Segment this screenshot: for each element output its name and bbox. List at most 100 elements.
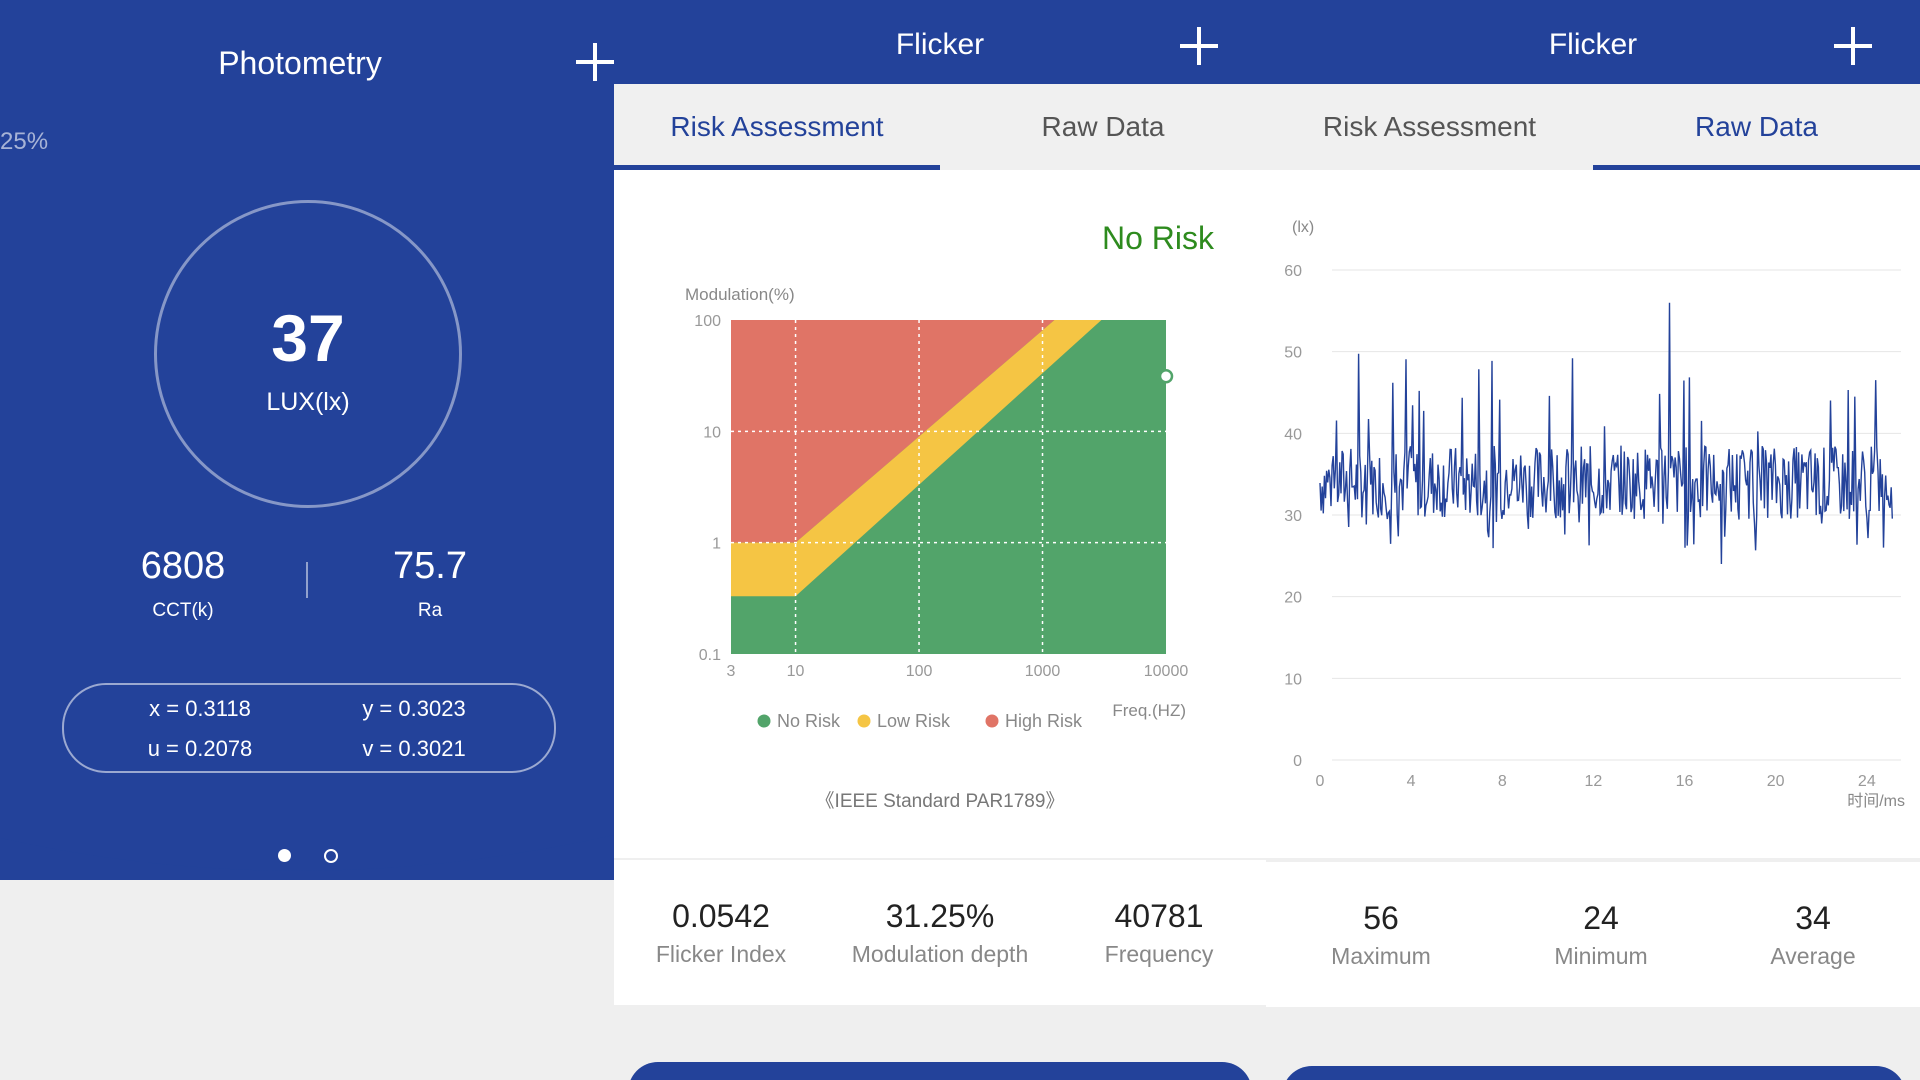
y-tick-label: 0.1 <box>699 647 721 664</box>
y-tick-label: 0 <box>1293 753 1302 770</box>
page-title: Flicker <box>895 28 985 61</box>
lux-value: 37 <box>271 301 345 375</box>
standard-reference: 《IEEE Standard PAR1789》 <box>815 791 1065 812</box>
tab-raw-data[interactable]: Raw Data <box>1695 111 1818 142</box>
x-coordinate: x = 0.3118 <box>149 696 251 721</box>
x-axis-label: Freq.(HZ) <box>1112 701 1186 720</box>
header-bar: Flicker <box>614 0 1266 84</box>
lux-unit: LUX(lx) <box>266 388 350 416</box>
y-tick-label: 50 <box>1284 345 1302 362</box>
measurement-marker <box>1158 368 1174 384</box>
x-tick-label: 10 <box>787 663 805 680</box>
active-tab-indicator <box>614 165 940 170</box>
y-axis-label: (lx) <box>1292 219 1314 236</box>
x-tick-label: 24 <box>1858 773 1876 790</box>
legend-swatch <box>985 714 999 728</box>
x-tick-label: 10000 <box>1144 663 1189 680</box>
maximum-label: Maximum <box>1331 943 1431 969</box>
legend-swatch <box>857 714 871 728</box>
y-tick-label: 20 <box>1284 590 1302 607</box>
page-title: Photometry <box>218 45 382 81</box>
modulation-depth-label: Modulation depth <box>851 941 1029 967</box>
minimum-value: 24 <box>1583 900 1619 936</box>
average-value: 34 <box>1795 900 1831 936</box>
page-dot-active[interactable] <box>278 849 291 862</box>
x-tick-label: 100 <box>906 663 933 680</box>
y-axis-label: Modulation(%) <box>685 285 795 304</box>
stat-divider <box>306 562 308 598</box>
modulation-depth-stat: 31.25% Modulation depth <box>828 898 1052 968</box>
photometry-panel: Photometry 25% 37 LUX(lx) 6808 CCT(k) 75… <box>0 0 614 1080</box>
page-title: Flicker <box>1548 28 1638 61</box>
add-icon[interactable] <box>1834 27 1872 65</box>
risk-status: No Risk <box>1101 220 1214 256</box>
low-risk-region <box>731 320 1102 597</box>
y-tick-label: 60 <box>1284 263 1302 280</box>
modulation-depth-value: 31.25% <box>885 898 995 934</box>
legend-label: Low Risk <box>877 711 951 731</box>
y-tick-label: 1 <box>712 536 721 553</box>
flicker-index-stat: 0.0542 Flicker Index <box>614 898 828 968</box>
ra-value: 75.7 <box>393 545 467 587</box>
action-button[interactable] <box>628 1062 1252 1080</box>
x-tick-label: 0 <box>1316 773 1325 790</box>
x-axis-label: 时间/ms <box>1847 792 1905 810</box>
action-button[interactable] <box>1282 1066 1906 1080</box>
cct-value: 6808 <box>140 545 226 587</box>
x-tick-label: 16 <box>1676 773 1694 790</box>
tab-bar: Risk Assessment Raw Data <box>1266 84 1920 170</box>
active-tab-indicator <box>1593 165 1920 170</box>
x-tick-label: 8 <box>1498 773 1507 790</box>
x-tick-label: 12 <box>1585 773 1603 790</box>
legend-label: High Risk <box>1005 711 1083 731</box>
previous-page-value: 25% <box>0 128 49 155</box>
y-tick-label: 10 <box>1284 671 1302 688</box>
tab-bar: Risk Assessment Raw Data <box>614 84 1266 170</box>
curved-divider <box>0 800 614 871</box>
tab-risk-assessment[interactable]: Risk Assessment <box>670 111 884 142</box>
minimum-label: Minimum <box>1554 943 1648 969</box>
flicker-stats: 0.0542 Flicker Index 31.25% Modulation d… <box>614 860 1266 1005</box>
ra-label: Ra <box>417 600 443 621</box>
add-icon[interactable] <box>1180 27 1218 65</box>
flicker-risk-panel: Flicker Risk Assessment Raw Data No Risk… <box>614 0 1266 1080</box>
add-icon[interactable] <box>576 43 614 81</box>
risk-chart-card: No Risk 3 10 100 1000 10000 0.1 1 10 100 Modulati… <box>614 170 1266 858</box>
v-coordinate: v = 0.3021 <box>362 736 466 761</box>
frequency-value: 40781 <box>1114 898 1204 934</box>
frequency-label: Frequency <box>1104 941 1214 967</box>
raw-waveform-chart: 0 10 20 30 40 50 60 0 4 8 12 16 20 24 (lx) 时间/ms <box>1284 219 1905 810</box>
risk-chart: 3 10 100 1000 10000 0.1 1 10 100 Modulation(%) Fre… <box>685 285 1189 731</box>
legend-label: No Risk <box>777 711 841 731</box>
lux-gauge <box>154 200 462 508</box>
page-dot[interactable] <box>324 849 338 863</box>
raw-stats: 56 Maximum 24 Minimum 34 Average <box>1266 862 1920 1007</box>
frequency-stat: 40781 Frequency <box>1052 898 1266 968</box>
average-stat: 34 Average <box>1706 900 1920 970</box>
maximum-stat: 56 Maximum <box>1266 900 1496 970</box>
minimum-stat: 24 Minimum <box>1496 900 1706 970</box>
tab-raw-data[interactable]: Raw Data <box>1041 111 1165 142</box>
header-bar: Flicker <box>1266 0 1920 84</box>
flicker-raw-panel: Flicker Risk Assessment Raw Data 0 10 20 30… <box>1266 0 1920 1080</box>
y-tick-label: 10 <box>703 424 721 441</box>
y-tick-label: 30 <box>1284 508 1302 525</box>
x-tick-label: 4 <box>1407 773 1416 790</box>
x-tick-label: 20 <box>1767 773 1785 790</box>
raw-chart-card: 0 10 20 30 40 50 60 0 4 8 12 16 20 24 (lx) 时间/ms <box>1266 170 1920 858</box>
x-tick-label: 1000 <box>1025 663 1061 680</box>
flicker-index-label: Flicker Index <box>655 941 787 967</box>
x-tick-label: 3 <box>727 663 736 680</box>
flicker-index-value: 0.0542 <box>672 898 770 934</box>
y-coordinate: y = 0.3023 <box>362 696 466 721</box>
maximum-value: 56 <box>1363 900 1399 936</box>
legend-swatch <box>757 714 771 728</box>
average-label: Average <box>1770 943 1856 969</box>
u-coordinate: u = 0.2078 <box>147 736 253 761</box>
tab-risk-assessment[interactable]: Risk Assessment <box>1322 111 1537 142</box>
chromaticity-box <box>62 683 556 773</box>
cct-label: CCT(k) <box>152 600 214 621</box>
waveform-series <box>1319 302 1893 565</box>
y-tick-label: 40 <box>1284 426 1302 443</box>
y-tick-label: 100 <box>694 313 721 330</box>
